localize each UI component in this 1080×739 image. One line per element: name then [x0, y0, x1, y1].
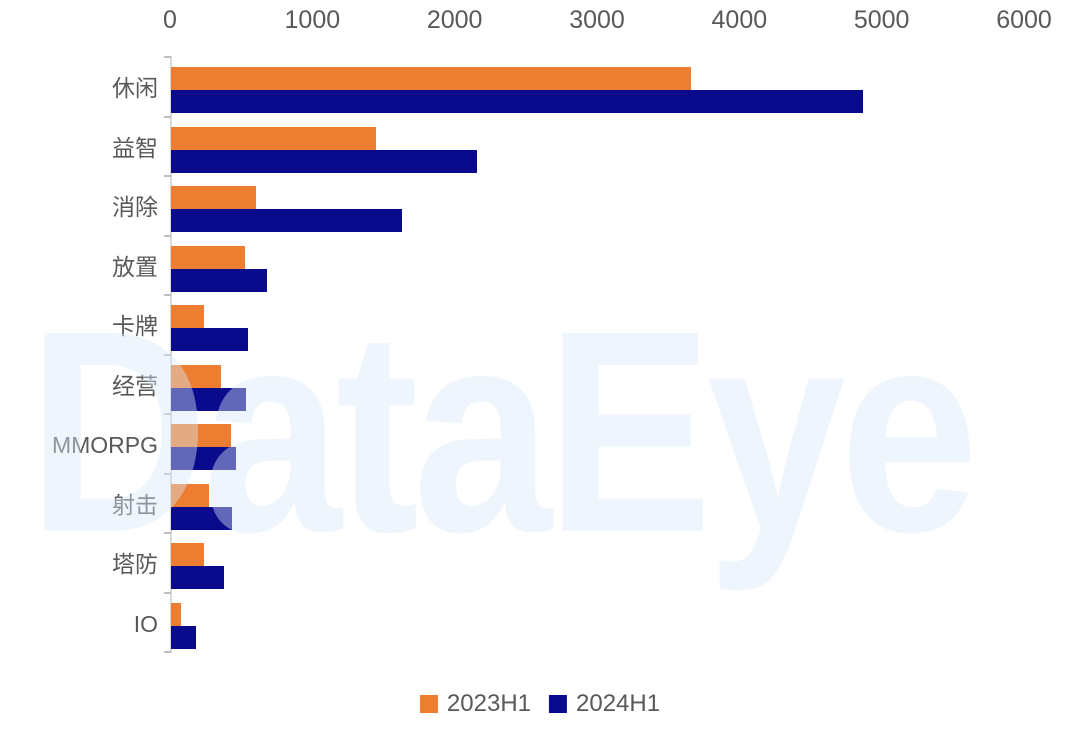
legend: 2023H1 2024H1: [419, 690, 660, 717]
bar-2023H1: [171, 424, 231, 447]
bar-2024H1: [171, 209, 402, 232]
axis-tick-mark: [164, 294, 171, 296]
bar-2024H1: [171, 625, 196, 649]
x-axis-tick-label: 3000: [569, 6, 625, 34]
legend-item-2023h1: 2023H1: [419, 690, 531, 717]
x-axis-tick-label: 1000: [284, 6, 341, 34]
legend-label-2024h1: 2024H1: [576, 690, 661, 717]
bar-2024H1: [171, 268, 267, 292]
bar-2023H1: [171, 186, 256, 209]
category-label: 卡牌: [112, 313, 158, 339]
category-label: MMORPG: [51, 432, 158, 458]
x-axis-tick-label: 5000: [853, 6, 910, 34]
axis-tick-mark: [164, 115, 171, 118]
axis-tick-mark: [164, 532, 171, 534]
category-label: 益智: [112, 134, 158, 161]
category-label: 消除: [112, 194, 158, 220]
bar-2023H1: [171, 364, 221, 388]
legend-item-2024h1: 2024H1: [549, 692, 660, 716]
bar-2024H1: [171, 90, 863, 113]
axis-tick-mark: [164, 472, 171, 475]
category-label: 塔防: [112, 551, 158, 577]
x-axis-tick-label: 4000: [711, 6, 768, 34]
legend-swatch-2023h1: [419, 695, 438, 713]
axis-tick-mark: [164, 175, 171, 177]
bar-2024H1: [171, 387, 246, 411]
axis-tick-mark: [164, 56, 171, 58]
axis-tick-mark: [164, 651, 171, 653]
bar-2023H1: [171, 543, 204, 566]
category-label: 射击: [112, 491, 158, 518]
legend-swatch-2024h1: [549, 695, 567, 713]
x-axis-tick-label: 6000: [996, 6, 1052, 34]
bar-2024H1: [171, 506, 232, 530]
x-axis-tick-label: 0: [163, 6, 177, 34]
legend-label-2023h1: 2023H1: [446, 690, 531, 717]
category-label: 放置: [112, 253, 158, 280]
axis-tick-mark: [164, 591, 171, 594]
category-label: 休闲: [112, 75, 158, 101]
bar-2024H1: [171, 328, 248, 351]
category-label: IO: [133, 610, 158, 637]
bar-2024H1: [171, 149, 477, 173]
axis-tick-mark: [164, 234, 171, 237]
category-label: 经营: [112, 372, 158, 399]
bar-2023H1: [171, 67, 691, 90]
bar-2024H1: [171, 566, 224, 589]
axis-tick-mark: [164, 353, 171, 356]
x-axis-tick-label: 2000: [426, 6, 483, 34]
bar-2023H1: [171, 126, 376, 150]
bar-2023H1: [171, 245, 245, 269]
axis-tick-mark: [164, 413, 171, 415]
bar-2024H1: [171, 447, 236, 470]
bar-2023H1: [171, 483, 209, 507]
y-axis-line: [170, 56, 172, 653]
bar-2023H1: [171, 602, 181, 626]
bar-2023H1: [171, 305, 204, 328]
